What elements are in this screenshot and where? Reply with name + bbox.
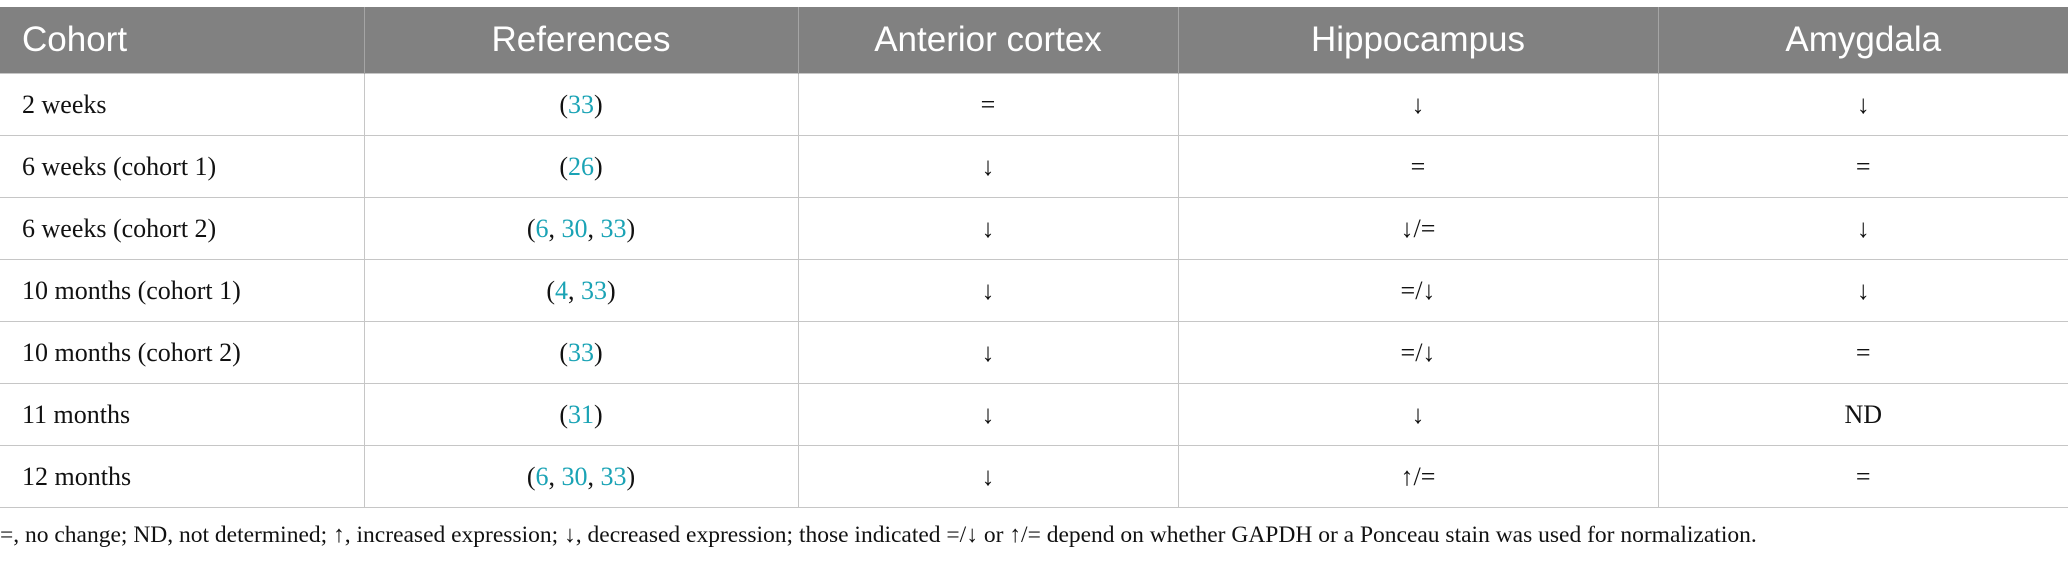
- reference-link[interactable]: 33: [581, 275, 607, 305]
- reference-punctuation: (: [546, 275, 555, 305]
- reference-link[interactable]: 33: [600, 213, 627, 243]
- cohort-cell: 11 months: [0, 383, 365, 446]
- anterior-cortex-cell: =: [797, 73, 1179, 136]
- table-row: 10 months (cohort 1) (4, 33) ↓ =/↓ ↓: [0, 259, 2068, 322]
- column-header: Hippocampus: [1177, 7, 1658, 74]
- reference-link[interactable]: 6: [535, 461, 549, 491]
- amygdala-cell: ↓: [1657, 197, 2068, 260]
- table-row: 11 months (31) ↓ ↓ ND: [0, 383, 2068, 446]
- hippocampus-cell: =/↓: [1177, 321, 1659, 384]
- reference-punctuation: ): [594, 399, 603, 429]
- amygdala-cell: ND: [1657, 383, 2068, 446]
- footnote: =, no change; ND, not determined; ↑, inc…: [0, 522, 1757, 548]
- hippocampus-cell: ↓: [1177, 73, 1659, 136]
- hippocampus-cell: ↑/=: [1177, 445, 1659, 508]
- reference-link[interactable]: 31: [568, 399, 594, 429]
- anterior-cortex-cell: ↓: [797, 383, 1179, 446]
- hippocampus-cell: ↓: [1177, 383, 1659, 446]
- reference-link[interactable]: 4: [555, 275, 568, 305]
- table-row: 2 weeks (33) = ↓ ↓: [0, 73, 2068, 136]
- references-cell: (4, 33): [363, 259, 799, 322]
- reference-link[interactable]: 30: [561, 213, 588, 243]
- references-cell: (6, 30, 33): [363, 197, 799, 260]
- reference-punctuation: ,: [548, 213, 562, 243]
- column-header: References: [363, 7, 798, 74]
- header-row: Cohort References Anterior cortex Hippocamp…: [0, 7, 2068, 74]
- hippocampus-cell: ↓/=: [1177, 197, 1659, 260]
- anterior-cortex-cell: ↓: [797, 321, 1179, 384]
- anterior-cortex-cell: ↓: [797, 445, 1179, 508]
- reference-punctuation: ): [594, 151, 603, 181]
- references-cell: (6, 30, 33): [363, 445, 799, 508]
- reference-punctuation: ): [594, 337, 603, 367]
- reference-punctuation: (: [526, 213, 536, 243]
- hippocampus-cell: =: [1177, 135, 1659, 198]
- cohort-cell: 12 months: [0, 445, 365, 508]
- cohort-cell: 2 weeks: [0, 73, 365, 136]
- reference-punctuation: ): [626, 213, 636, 243]
- table-row: 10 months (cohort 2) (33) ↓ =/↓ =: [0, 321, 2068, 384]
- amygdala-cell: ↓: [1657, 73, 2068, 136]
- reference-link[interactable]: 33: [568, 89, 594, 119]
- reference-punctuation: ,: [568, 275, 581, 305]
- reference-punctuation: (: [559, 399, 568, 429]
- table-row: 12 months (6, 30, 33) ↓ ↑/= =: [0, 445, 2068, 508]
- amygdala-cell: ↓: [1657, 259, 2068, 322]
- column-header: Amygdala: [1657, 7, 2068, 74]
- references-cell: (33): [363, 73, 799, 136]
- reference-link[interactable]: 6: [535, 213, 549, 243]
- cohort-cell: 6 weeks (cohort 2): [0, 197, 365, 260]
- references-cell: (26): [363, 135, 799, 198]
- reference-punctuation: ): [607, 275, 616, 305]
- cohort-cell: 10 months (cohort 2): [0, 321, 365, 384]
- anterior-cortex-cell: ↓: [797, 197, 1179, 260]
- reference-punctuation: (: [559, 151, 568, 181]
- reference-link[interactable]: 33: [600, 461, 627, 491]
- reference-link[interactable]: 30: [561, 461, 588, 491]
- reference-punctuation: ,: [587, 213, 601, 243]
- reference-punctuation: ): [626, 461, 636, 491]
- column-header: Anterior cortex: [797, 7, 1178, 74]
- reference-punctuation: ,: [587, 461, 601, 491]
- reference-punctuation: (: [526, 461, 536, 491]
- anterior-cortex-cell: ↓: [797, 259, 1179, 322]
- column-header: Cohort: [0, 7, 364, 74]
- data-table: Cohort References Anterior cortex Hippocamp…: [0, 7, 2068, 508]
- reference-punctuation: ): [594, 89, 603, 119]
- cohort-cell: 10 months (cohort 1): [0, 259, 365, 322]
- table-row: 6 weeks (cohort 2) (6, 30, 33) ↓ ↓/= ↓: [0, 197, 2068, 260]
- cohort-cell: 6 weeks (cohort 1): [0, 135, 365, 198]
- reference-punctuation: ,: [548, 461, 562, 491]
- references-cell: (31): [363, 383, 799, 446]
- anterior-cortex-cell: ↓: [797, 135, 1179, 198]
- reference-link[interactable]: 33: [568, 337, 594, 367]
- amygdala-cell: =: [1657, 445, 2068, 508]
- amygdala-cell: =: [1657, 135, 2068, 198]
- reference-punctuation: (: [559, 89, 568, 119]
- reference-link[interactable]: 26: [568, 151, 594, 181]
- hippocampus-cell: =/↓: [1177, 259, 1659, 322]
- amygdala-cell: =: [1657, 321, 2068, 384]
- reference-punctuation: (: [559, 337, 568, 367]
- table-row: 6 weeks (cohort 1) (26) ↓ = =: [0, 135, 2068, 198]
- references-cell: (33): [363, 321, 799, 384]
